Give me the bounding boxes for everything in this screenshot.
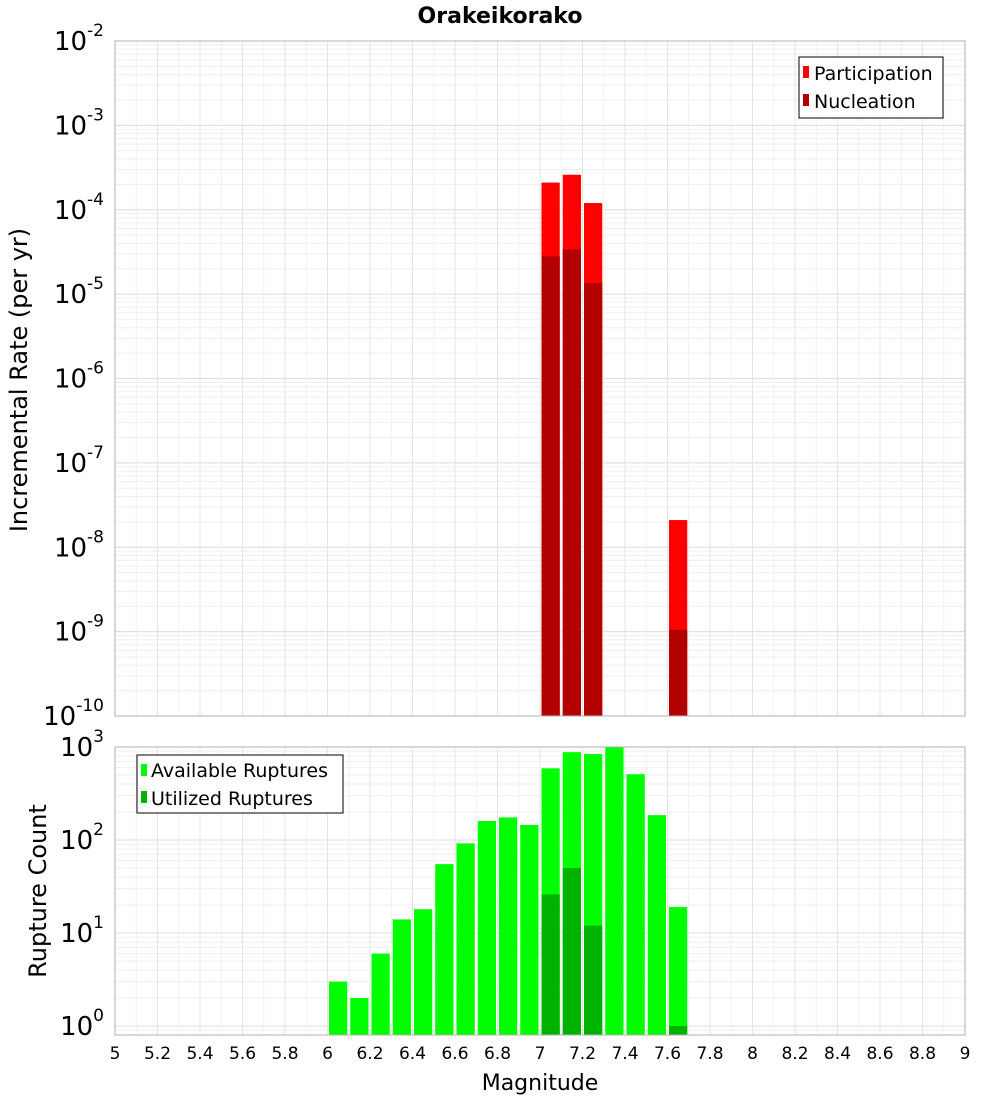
x-tick-label: 7.6 [654,1044,681,1064]
x-tick-label: 8 [747,1044,758,1064]
available-ruptures-bar [647,815,666,1035]
x-tick-label: 8.6 [866,1044,893,1064]
available-ruptures-bar [329,981,348,1035]
available-ruptures-bar [392,919,411,1035]
top-y-tick-label: 10-3 [54,105,104,141]
chart-title: Orakeikorako [418,4,583,29]
x-tick-label: 6 [322,1044,333,1064]
bottom-y-axis-label: Rupture Count [24,804,52,978]
utilized-ruptures-bar [541,894,560,1035]
top-y-tick-label: 10-8 [54,527,104,563]
x-tick-label: 5.6 [229,1044,256,1064]
legend-label-nucleation: Nucleation [814,91,916,113]
x-tick-label: 8.4 [824,1044,851,1064]
bottom-plot-frame [114,746,966,1036]
utilized-ruptures-bar [562,867,581,1035]
legend-swatch-available [141,764,147,776]
x-ticks: 5 5.2 5.4 5.6 5.8 6 6.2 6.4 6.6 6.8 7 7.2 7.4 7.6 7.8 8… [110,1044,971,1064]
legend-label-participation: Participation [814,63,933,85]
top-y-tick-label: 10-6 [54,359,104,395]
nucleation-bar [584,283,603,716]
x-tick-label: 7 [535,1044,546,1064]
x-tick-label: 7.4 [611,1044,638,1064]
legend-swatch-participation [803,66,809,78]
available-ruptures-bar [499,817,518,1035]
bottom-legend-box [136,754,344,814]
x-tick-label: 6.8 [484,1044,511,1064]
legend-label-utilized: Utilized Ruptures [151,788,313,810]
bottom-panel: 100 101 102 103 Available Ruptures Utilized… [60,727,966,1042]
available-ruptures-bar [371,953,390,1035]
top-y-tick-label: 10-10 [43,696,104,732]
x-tick-label: 9 [960,1044,971,1064]
bottom-bars [329,747,688,1035]
x-axis-label: Magnitude [482,1071,599,1096]
x-tick-label: 5.2 [144,1044,171,1064]
legend-swatch-nucleation [803,94,809,106]
top-y-ticks: 10-10 10-9 10-8 10-7 10-6 10-5 10-4 10-3 10-2 [43,21,104,732]
available-ruptures-bar [626,774,645,1035]
x-tick-label: 8.2 [781,1044,808,1064]
bottom-y-ticks: 100 101 102 103 [60,727,104,1042]
available-ruptures-bar [605,747,624,1035]
bottom-legend: Available Ruptures Utilized Ruptures [136,754,344,814]
top-y-axis-label: Incremental Rate (per yr) [5,228,33,532]
x-tick-label: 6.4 [399,1044,426,1064]
x-tick-label: 6.2 [356,1044,383,1064]
bottom-y-tick-label: 102 [60,820,104,856]
x-tick-label: 8.8 [909,1044,936,1064]
x-tick-label: 5.4 [186,1044,213,1064]
top-y-tick-label: 10-5 [54,274,104,310]
top-bars [541,174,688,716]
x-tick-label: 7.8 [696,1044,723,1064]
available-ruptures-bar [350,997,369,1035]
top-legend: Participation Nucleation [798,56,944,119]
bottom-grid [114,746,966,1036]
top-y-tick-label: 10-7 [54,443,104,479]
x-tick-label: 7.2 [569,1044,596,1064]
available-ruptures-bar [435,864,454,1035]
top-panel: 10-10 10-9 10-8 10-7 10-6 10-5 10-4 10-3 10-2 Pa… [43,21,966,732]
available-ruptures-bar [456,843,475,1035]
legend-swatch-utilized [141,791,147,803]
x-tick-label: 5.8 [271,1044,298,1064]
top-y-tick-label: 10-2 [54,21,104,57]
legend-label-available: Available Ruptures [151,760,328,782]
top-legend-box [798,56,944,119]
top-plot-frame [114,40,966,717]
bottom-y-tick-label: 100 [60,1006,104,1042]
nucleation-bar [562,249,581,716]
utilized-ruptures-bar [669,1025,688,1035]
utilized-ruptures-bar [584,925,603,1035]
available-ruptures-bar [477,821,496,1035]
available-ruptures-bar [414,909,433,1035]
top-grid [114,40,966,717]
bottom-y-tick-label: 103 [60,727,104,763]
top-y-tick-label: 10-4 [54,190,104,226]
available-ruptures-bar [669,907,688,1035]
x-tick-label: 6.6 [441,1044,468,1064]
top-y-tick-label: 10-9 [54,612,104,648]
available-ruptures-bar [520,824,539,1035]
bottom-y-tick-label: 101 [60,913,104,949]
nucleation-bar [669,629,688,716]
x-tick-label: 5 [110,1044,121,1064]
nucleation-bar [541,256,560,716]
